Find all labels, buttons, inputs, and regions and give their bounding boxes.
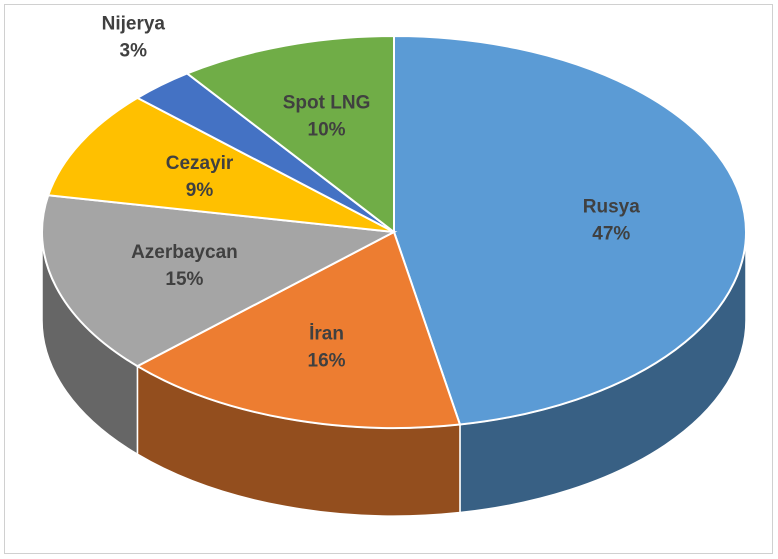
slice-value-label: 16% (308, 351, 346, 372)
slice-label: İran (309, 324, 344, 345)
slice-value-label: 3% (120, 40, 148, 61)
pie-slice (185, 34, 395, 235)
pie-slice (135, 230, 462, 429)
pie-slice (41, 194, 398, 368)
slice-value-label: 47% (592, 224, 630, 245)
slice-value-label: 10% (308, 119, 346, 140)
slice-label: Spot LNG (283, 92, 371, 113)
slice-value-label: 15% (165, 269, 203, 290)
slice-label: Nijerya (102, 13, 166, 34)
slice-label: Cezayir (166, 153, 234, 174)
slice-label: Azerbaycan (131, 242, 238, 263)
slice-value-label: 9% (186, 180, 214, 201)
pie-slice (393, 34, 747, 426)
slice-label: Rusya (583, 197, 640, 218)
pie-slice (46, 96, 395, 233)
